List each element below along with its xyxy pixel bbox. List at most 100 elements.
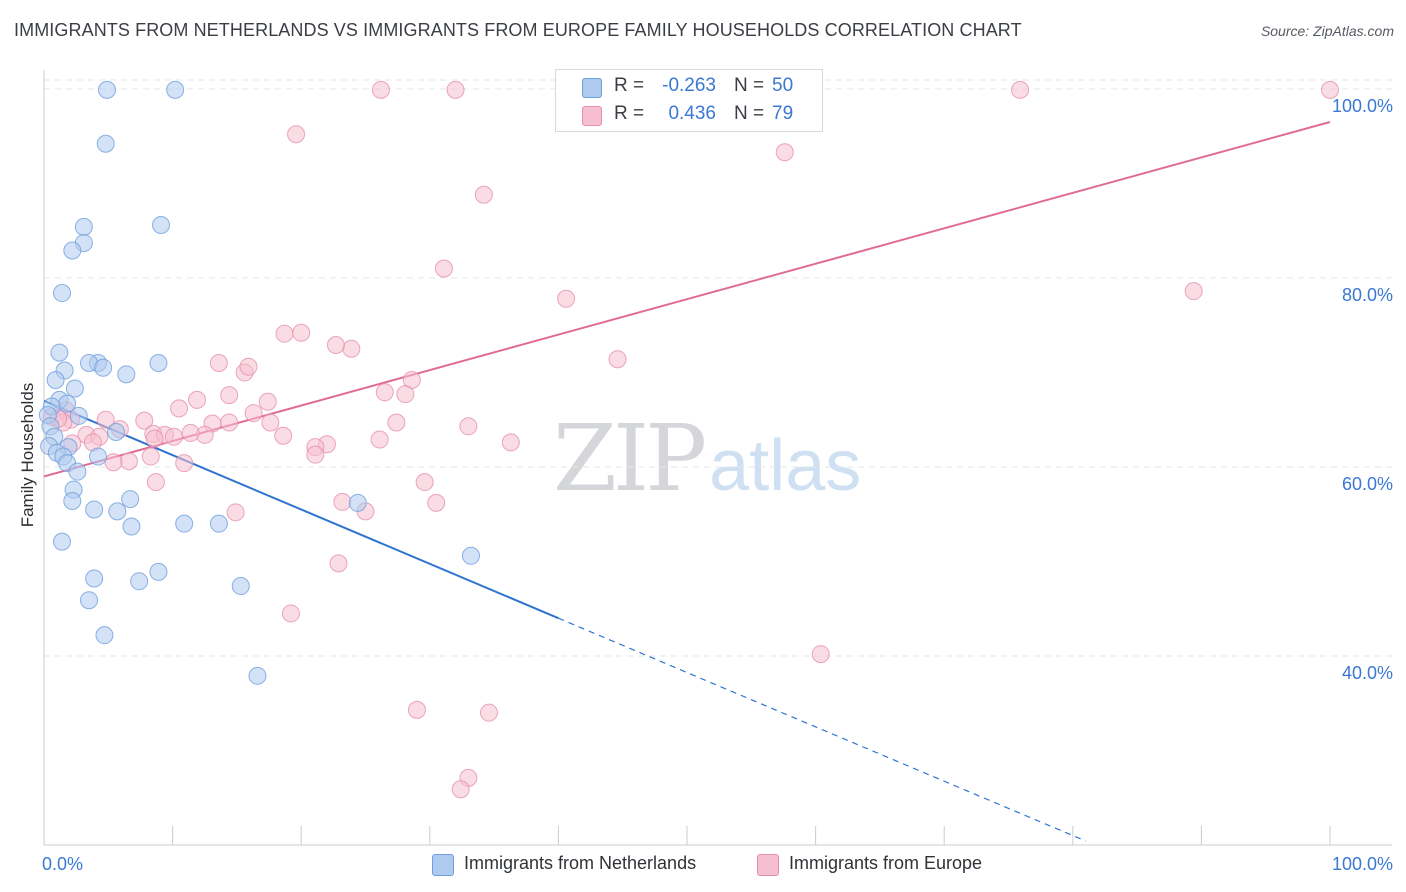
netherlands-point: [96, 134, 115, 153]
netherlands-point: [149, 353, 168, 372]
netherlands-point: [50, 343, 69, 362]
europe-legend-swatch: [757, 854, 779, 876]
netherlands-point: [53, 532, 72, 551]
europe-point: [1184, 282, 1203, 301]
europe-point: [164, 427, 183, 446]
watermark: ZIPatlas: [553, 405, 861, 512]
europe-point: [434, 259, 453, 278]
stats-legend: R = -0.263 N = 50 R = 0.436 N = 79: [555, 69, 823, 132]
europe-point: [342, 339, 361, 358]
netherlands-point: [80, 591, 99, 610]
europe-point: [145, 429, 164, 448]
europe-point: [459, 417, 478, 436]
stats-row-netherlands: R = -0.263 N = 50: [556, 72, 822, 100]
legend-label: Immigrants from Netherlands: [464, 853, 697, 873]
netherlands-swatch: [582, 78, 602, 98]
europe-point: [370, 430, 389, 449]
series-legend: Immigrants from Netherlands Immigrants f…: [0, 852, 1406, 878]
europe-point: [557, 289, 576, 308]
europe-point: [96, 410, 115, 429]
netherlands-point: [46, 371, 65, 389]
netherlands-point: [85, 569, 104, 588]
netherlands-point: [122, 517, 141, 536]
netherlands-point: [94, 358, 113, 377]
watermark-zip: ZIP: [553, 405, 707, 512]
trend-layer: [43, 121, 1331, 842]
chart-title: IMMIGRANTS FROM NETHERLANDS VS IMMIGRANT…: [14, 20, 1022, 40]
source-label[interactable]: Source: ZipAtlas.com: [1260, 23, 1394, 39]
netherlands-trend-line: [43, 399, 559, 620]
netherlands-trend-extension: [558, 617, 1086, 842]
netherlands-point: [108, 502, 127, 521]
europe-point: [1321, 80, 1339, 99]
europe-swatch: [582, 106, 602, 126]
europe-point: [474, 185, 493, 204]
europe-point: [306, 445, 325, 464]
n-label: N =: [734, 103, 765, 124]
netherlands-point: [149, 562, 168, 581]
europe-point: [220, 386, 239, 405]
europe-point: [479, 703, 498, 722]
europe-point: [775, 143, 794, 162]
netherlands-point: [89, 447, 108, 466]
netherlands-point: [107, 422, 126, 441]
netherlands-point: [166, 80, 185, 99]
r-value: 0.436: [668, 103, 716, 124]
netherlands-point: [85, 500, 104, 519]
netherlands-point: [63, 491, 82, 510]
netherlands-point: [231, 577, 250, 596]
netherlands-point: [65, 379, 84, 398]
europe-point: [226, 503, 245, 522]
europe-point: [387, 413, 406, 432]
europe-point: [209, 353, 228, 372]
europe-point: [281, 604, 300, 623]
netherlands-point: [121, 490, 140, 509]
axis-layer: [43, 70, 1392, 846]
stats-row-europe: R = 0.436 N = 79: [556, 100, 822, 128]
netherlands-point: [175, 514, 194, 533]
europe-point: [220, 413, 239, 432]
netherlands-point: [117, 365, 136, 384]
europe-point: [608, 350, 627, 369]
europe-point: [119, 452, 138, 471]
y-tick-label: 100.0%: [1332, 96, 1393, 116]
europe-point: [146, 473, 165, 492]
legend-label: Immigrants from Europe: [789, 853, 983, 873]
europe-point: [329, 554, 348, 573]
netherlands-point: [248, 666, 267, 685]
europe-point: [181, 423, 200, 442]
europe-point: [244, 404, 263, 423]
europe-point: [371, 80, 390, 99]
europe-point: [501, 433, 520, 452]
netherlands-legend-swatch: [432, 854, 454, 876]
europe-point: [446, 80, 465, 99]
netherlands-point: [68, 462, 87, 481]
europe-point: [287, 125, 306, 144]
europe-point: [141, 447, 160, 466]
europe-point: [396, 385, 415, 404]
europe-point: [407, 700, 426, 719]
netherlands-point: [63, 241, 82, 260]
n-label: N =: [734, 75, 765, 96]
netherlands-point: [461, 546, 480, 565]
europe-point: [326, 336, 345, 355]
r-value: -0.263: [662, 75, 716, 96]
watermark-atlas: atlas: [709, 426, 862, 506]
netherlands-point: [348, 493, 367, 512]
europe-point: [451, 780, 470, 799]
x-tick-label: 0.0%: [42, 854, 83, 874]
europe-point: [1011, 80, 1030, 99]
r-label: R =: [614, 75, 645, 96]
netherlands-point: [209, 514, 228, 533]
netherlands-point: [69, 406, 88, 425]
europe-point: [188, 390, 207, 409]
europe-point: [261, 413, 280, 432]
europe-point: [292, 323, 311, 342]
europe-point: [104, 453, 123, 472]
y-tick-label: 80.0%: [1342, 285, 1393, 305]
europe-point: [239, 357, 258, 376]
europe-point: [415, 473, 434, 492]
n-value: 50: [772, 75, 794, 96]
netherlands-point: [98, 80, 117, 99]
